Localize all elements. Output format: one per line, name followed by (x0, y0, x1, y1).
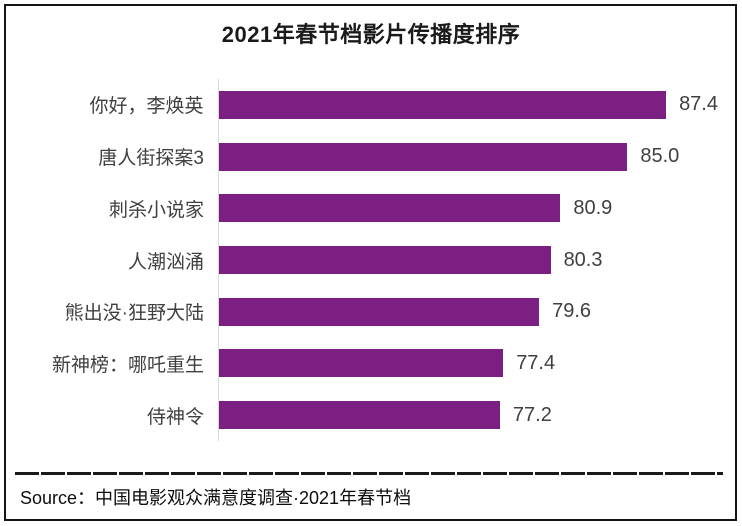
chart-row: 熊出没·狂野大陆 79.6 (18, 285, 718, 338)
value-label: 80.9 (573, 196, 613, 219)
bar-chart: 你好，李焕英 87.4 唐人街探案3 85.0 刺杀小说家 80.9 人潮汹涌 80.3 熊出没… (18, 79, 718, 442)
bar (219, 142, 628, 171)
value-label: 77.4 (516, 351, 556, 374)
bar (219, 297, 540, 326)
bar (219, 246, 551, 275)
category-label: 人潮汹涌 (127, 251, 204, 273)
value-label: 79.6 (552, 300, 592, 323)
category-label: 刺杀小说家 (108, 199, 204, 221)
category-label: 你好，李焕英 (89, 96, 204, 118)
value-label: 87.4 (679, 93, 718, 116)
chart-row: 唐人街探案3 85.0 (18, 130, 718, 183)
chart-row: 你好，李焕英 87.4 (18, 79, 718, 131)
divider-line (15, 472, 723, 475)
value-label: 80.3 (563, 248, 603, 271)
bar (218, 90, 667, 119)
chart-row: 刺杀小说家 80.9 (18, 182, 718, 235)
bar-area: 80.3 (218, 234, 718, 286)
bar-area: 80.9 (218, 182, 718, 235)
category-label: 新神榜：哪吒重生 (51, 354, 204, 376)
value-label: 85.0 (640, 145, 680, 168)
category-label: 侍神令 (146, 406, 204, 428)
bar-area: 79.6 (218, 285, 718, 338)
bar-area: 87.4 (217, 79, 718, 131)
chart-title: 2021年春节档影片传播度排序 (221, 22, 521, 47)
category-label: 熊出没·狂野大陆 (64, 303, 204, 325)
bar (219, 194, 561, 223)
bar (219, 349, 504, 378)
chart-row: 新神榜：哪吒重生 77.4 (18, 337, 718, 390)
chart-row: 人潮汹涌 80.3 (18, 234, 718, 286)
category-label: 唐人街探案3 (98, 148, 204, 170)
chart-row: 侍神令 77.2 (18, 389, 718, 442)
bar-area: 77.4 (218, 337, 718, 390)
source-note: Source：中国电影观众满意度调查·2021年春节档 (20, 488, 412, 508)
bar (219, 401, 500, 430)
bar-area: 85.0 (218, 130, 718, 183)
value-label: 77.2 (512, 403, 552, 426)
bar-area: 77.2 (218, 389, 718, 442)
